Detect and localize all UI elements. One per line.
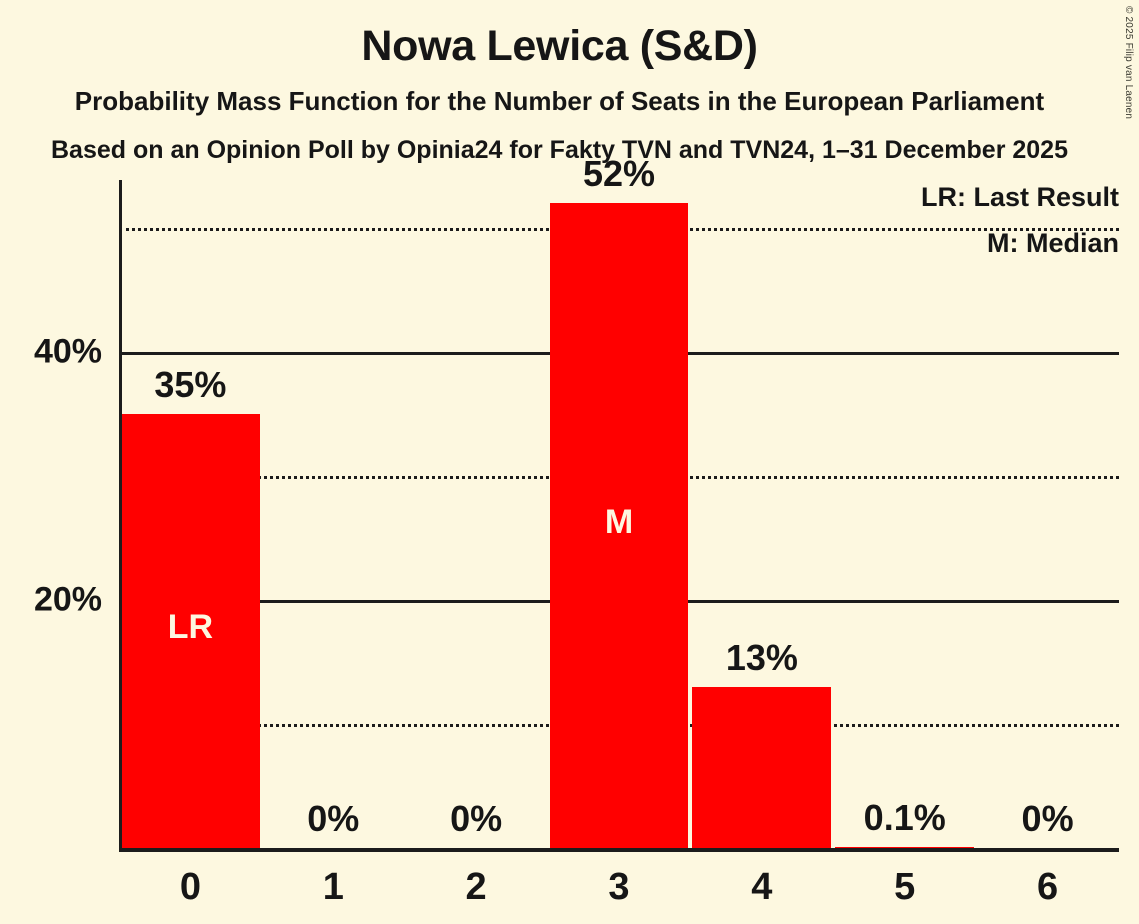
x-tick-label-2: 2 — [465, 866, 487, 908]
bar-value-label: 0.1% — [863, 796, 946, 838]
x-tick-label-6: 6 — [1036, 866, 1059, 908]
bar-value-label: 13% — [725, 636, 798, 678]
bar-value-label: 35% — [154, 364, 227, 405]
y-tick-label-40pct: 40% — [33, 332, 102, 371]
bar[interactable]: LR — [121, 414, 260, 848]
bar-slot: LR 35% — [119, 180, 262, 848]
y-tick-label-20pct: 20% — [33, 580, 102, 619]
y-axis-line — [119, 180, 122, 849]
x-axis-line — [119, 848, 1119, 852]
bar-value-label: 52% — [582, 153, 656, 195]
copyright-notice: © 2025 Filip van Laenen — [1121, 6, 1137, 186]
bar-slot: 0.1% — [833, 180, 976, 848]
x-tick-label-4: 4 — [751, 866, 773, 908]
bar-marker-m: M — [604, 502, 634, 541]
bar-marker-lr: LR — [167, 608, 214, 646]
bar[interactable]: M — [549, 203, 689, 848]
bar-value-label: 0% — [307, 798, 360, 839]
x-tick-label-1: 1 — [322, 866, 344, 908]
legend-last-result: LR: Last Result — [920, 182, 1119, 212]
chart-subtitle: Probability Mass Function for the Number… — [74, 86, 1045, 116]
page-title: Nowa Lewica (S&D) — [361, 22, 758, 70]
bar-slot: 0% — [262, 180, 405, 848]
chart-source-note: Based on an Opinion Poll by Opinia24 for… — [51, 136, 1068, 164]
bar-slot: 0% — [976, 180, 1119, 848]
bar-slot: 13% — [690, 180, 833, 848]
bar[interactable] — [835, 846, 975, 848]
bar-slot: 0% — [405, 180, 548, 848]
plot-area: LR 35% 0% 0% M 52% 13% 0.1% 0% — [119, 153, 1119, 848]
bar-slot: M 52% — [548, 153, 691, 848]
x-tick-label-0: 0 — [179, 866, 201, 908]
legend-median: M: Median — [987, 228, 1119, 258]
copyright-text: © 2025 Filip van Laenen — [1123, 6, 1134, 120]
x-tick-label-3: 3 — [608, 866, 630, 908]
bar[interactable] — [692, 686, 832, 848]
x-tick-label-5: 5 — [894, 866, 916, 908]
bar-value-label: 0% — [1021, 798, 1074, 839]
bar-value-label: 0% — [450, 798, 503, 839]
